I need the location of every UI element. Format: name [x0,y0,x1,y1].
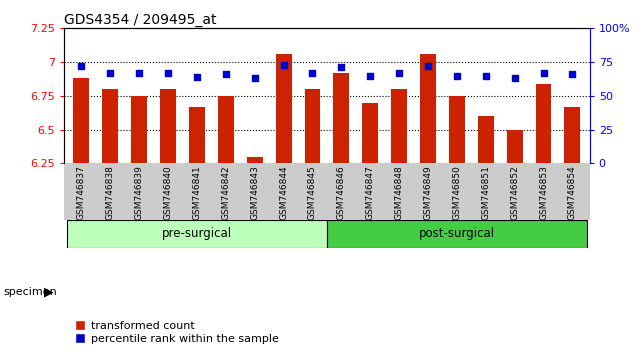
Point [567,72,578,77]
Text: GSM746846: GSM746846 [337,165,346,220]
Bar [74,78,89,164]
Bar [565,107,580,164]
Point [249,75,260,81]
Bar [304,89,320,164]
Bar [131,96,147,164]
Text: GSM746839: GSM746839 [135,165,144,220]
Bar [333,73,349,164]
Bar [103,89,118,164]
Text: GDS4354 / 209495_at: GDS4354 / 209495_at [64,13,217,27]
Text: GSM746838: GSM746838 [106,165,115,220]
Bar [362,103,378,164]
Text: GSM746849: GSM746849 [424,165,433,220]
Bar [536,84,551,164]
Point [510,75,520,81]
Text: GSM746852: GSM746852 [510,165,519,220]
Point [481,73,491,79]
Bar [218,96,234,164]
Text: specimen: specimen [3,287,57,297]
Text: ▶: ▶ [44,286,53,298]
Text: GSM746850: GSM746850 [453,165,462,220]
Bar [391,89,407,164]
Point [423,63,433,69]
Point [221,72,231,77]
Point [76,63,87,69]
Point [163,70,173,76]
Text: GSM746851: GSM746851 [481,165,490,220]
Legend: transformed count, percentile rank within the sample: transformed count, percentile rank withi… [70,316,283,348]
Point [134,70,144,76]
Text: GSM746840: GSM746840 [163,165,172,220]
Bar [67,220,327,248]
Point [365,73,376,79]
Text: GSM746854: GSM746854 [568,165,577,220]
Bar [160,89,176,164]
Bar [420,54,436,164]
Bar [506,130,522,164]
Text: GSM746843: GSM746843 [250,165,259,220]
Bar [449,96,465,164]
Text: GSM746853: GSM746853 [539,165,548,220]
Text: pre-surgical: pre-surgical [162,227,232,240]
Point [307,70,317,76]
Text: GSM746837: GSM746837 [77,165,86,220]
Text: GSM746848: GSM746848 [395,165,404,220]
Text: GSM746841: GSM746841 [192,165,201,220]
Point [452,73,462,79]
Text: post-surgical: post-surgical [419,227,495,240]
Text: GSM746844: GSM746844 [279,165,288,220]
Bar [247,156,263,164]
Text: GSM746847: GSM746847 [366,165,375,220]
Point [192,74,202,80]
Bar [327,220,587,248]
Point [278,62,288,68]
Bar [276,54,292,164]
Text: GSM746845: GSM746845 [308,165,317,220]
Point [394,70,404,76]
Point [105,70,115,76]
Bar [478,116,494,164]
Point [538,70,549,76]
Point [337,65,347,70]
Text: GSM746842: GSM746842 [221,165,230,220]
Bar [189,107,205,164]
